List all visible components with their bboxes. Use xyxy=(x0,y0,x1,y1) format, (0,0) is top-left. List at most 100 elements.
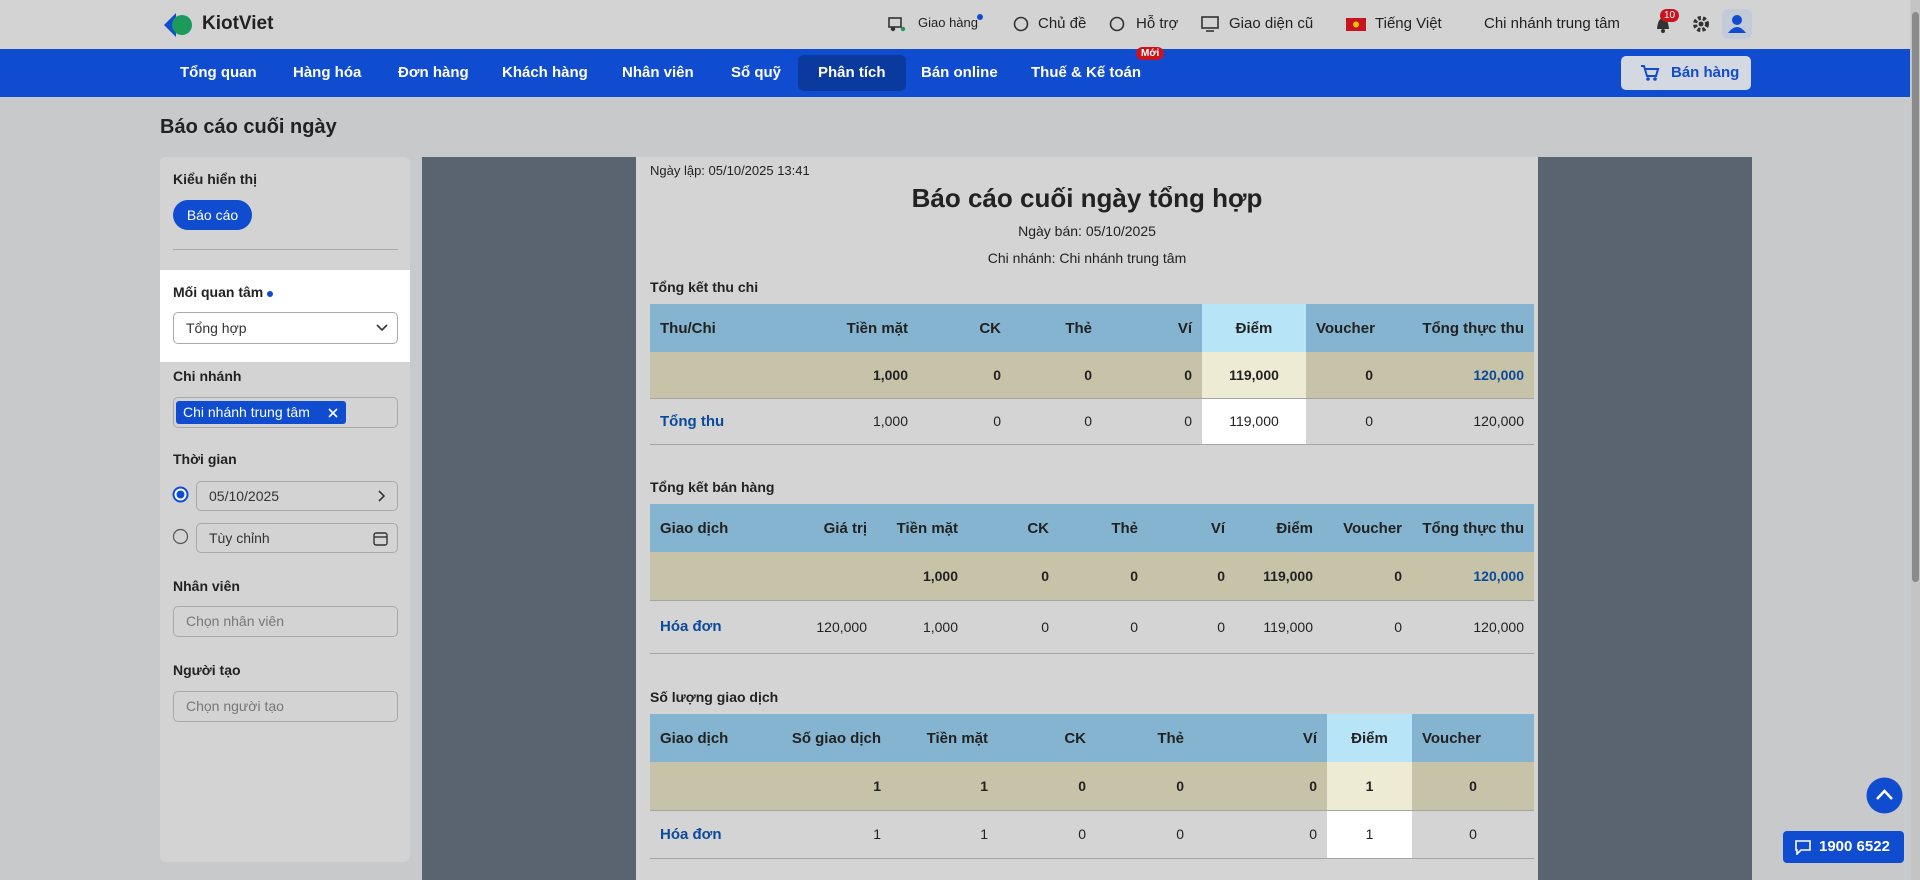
column-header: Thu/Chi xyxy=(650,304,799,352)
top-link[interactable]: Chi nhánh trung tâm xyxy=(1484,15,1620,32)
table-cell: 0 xyxy=(1194,810,1327,859)
top-link[interactable]: Tiếng Việt xyxy=(1375,15,1442,32)
nav-item[interactable]: Khách hàng xyxy=(502,64,588,81)
display-button[interactable]: Báo cáo xyxy=(173,200,252,230)
table-cell: 0 xyxy=(1102,352,1202,399)
top-link[interactable]: Giao diện cũ xyxy=(1229,15,1314,32)
top-link[interactable]: Giao hàng xyxy=(918,15,978,30)
custom-input[interactable]: Tùy chỉnh xyxy=(196,523,398,553)
concern-section: Mối quan tâm Tổng hợp xyxy=(160,270,410,362)
table-cell: 0 xyxy=(918,352,1011,399)
table-cell: 119,000 xyxy=(1235,552,1323,601)
column-header: Voucher xyxy=(1323,504,1412,552)
header-row: Giao dịch Số giao dịch Tiền mặt CK Thẻ Ví Điểm… xyxy=(650,714,1534,762)
top-bar: KiotViet Giao hàng Chủ đề Hỗ trợ Giao di… xyxy=(0,0,1910,49)
column-header: CK xyxy=(918,304,1011,352)
nav-item[interactable]: Tổng quan xyxy=(180,64,257,81)
section-title: Tổng kết bán hàng xyxy=(650,479,775,495)
sale-date: Ngày bán: 05/10/2025 xyxy=(1018,223,1156,239)
nav-item[interactable]: Đơn hàng xyxy=(398,64,469,81)
table-cell: 0 xyxy=(1412,762,1534,811)
top-link[interactable]: Hỗ trợ xyxy=(1136,15,1179,32)
table-cell: 0 xyxy=(1306,398,1383,445)
table-cell: 1,000 xyxy=(877,600,968,654)
column-header: Giao dịch xyxy=(650,714,759,762)
creator-input[interactable]: Chọn người tạo xyxy=(173,691,398,722)
table-cell: 0 xyxy=(1412,810,1534,859)
nav-item[interactable]: Hàng hóa xyxy=(293,64,362,81)
sell-button[interactable]: Bán hàng xyxy=(1621,56,1751,90)
date-input[interactable]: 05/10/2025 xyxy=(196,481,398,511)
chevron xyxy=(378,490,386,502)
radio[interactable] xyxy=(172,528,189,545)
column-header: Thẻ xyxy=(1059,504,1148,552)
table-cell: 119,000 xyxy=(1235,600,1323,654)
divider xyxy=(173,249,398,250)
dot xyxy=(267,291,273,297)
logo-icon xyxy=(164,13,192,37)
filter-label: Thời gian xyxy=(173,451,237,467)
column-header: Thẻ xyxy=(1096,714,1194,762)
branch-input[interactable] xyxy=(173,397,398,428)
nav-item[interactable]: Sổ quỹ xyxy=(731,64,782,81)
hotline-button[interactable]: 1900 6522 xyxy=(1783,831,1904,863)
table-cell xyxy=(759,552,877,601)
column-header: Voucher xyxy=(1412,714,1534,762)
table-cell: 1,000 xyxy=(799,352,918,399)
table-cell: 0 xyxy=(1096,810,1194,859)
column-header: Tổng thực thu xyxy=(1383,304,1534,352)
dot xyxy=(977,14,983,20)
section-title: Số lượng giao dịch xyxy=(650,689,779,705)
top-link[interactable]: Chủ đề xyxy=(1038,15,1087,32)
table-cell: 0 xyxy=(1059,600,1148,654)
column-header: Tiền mặt xyxy=(877,504,968,552)
header-row: Thu/Chi Tiền mặt CK Thẻ Ví Điểm Voucher Tổng th… xyxy=(650,304,1534,352)
table-cell: 0 xyxy=(1194,762,1327,811)
table-cell: 120,000 xyxy=(1412,552,1534,601)
column-header: Voucher xyxy=(1306,304,1383,352)
table-cell: 0 xyxy=(1148,600,1235,654)
table-cell xyxy=(650,762,759,811)
avatar[interactable] xyxy=(1722,9,1752,39)
scroll-top[interactable] xyxy=(1866,777,1903,814)
report-table: Giao dịch Giá trị Tiền mặt CK Thẻ Ví Điểm Vouch… xyxy=(650,504,1534,654)
table-cell: 0 xyxy=(998,810,1096,859)
monitor-icon xyxy=(1201,16,1219,32)
column-header: Ví xyxy=(1194,714,1327,762)
table-cell: 0 xyxy=(1059,552,1148,601)
table-cell: 0 xyxy=(1148,552,1235,601)
nav-bar: Tổng quan Hàng hóa Đơn hàng Khách hàng Nhân … xyxy=(0,47,1910,97)
table-cell: 0 xyxy=(1323,552,1412,601)
column-header: Tổng thực thu xyxy=(1412,504,1534,552)
table-cell: 0 xyxy=(1102,398,1202,445)
radio-checked[interactable] xyxy=(172,486,189,503)
table-cell: 119,000 xyxy=(1202,398,1306,445)
cart-icon xyxy=(1641,65,1660,81)
column-header: Giao dịch xyxy=(650,504,759,552)
settings-icon[interactable] xyxy=(1692,15,1710,33)
table-cell: 1 xyxy=(1327,762,1412,811)
column-header: CK xyxy=(998,714,1096,762)
new-badge: Mới xyxy=(1136,47,1165,60)
nav-item[interactable]: Nhân viên xyxy=(622,64,694,81)
table-cell: 120,000 xyxy=(759,600,877,654)
table-cell[interactable]: Hóa đơn xyxy=(650,600,759,654)
table-cell: 120,000 xyxy=(1412,600,1534,654)
staff-input[interactable]: Chọn nhân viên xyxy=(173,606,398,637)
column-header: Tiền mặt xyxy=(799,304,918,352)
concern-select[interactable]: Tổng hợp xyxy=(173,312,398,344)
data-row: Tổng thu 1,000 0 0 0 119,000 0 120,000 xyxy=(650,398,1534,445)
table-cell: 0 xyxy=(1011,398,1102,445)
remove-tag[interactable] xyxy=(327,407,339,419)
nav-item[interactable]: Thuế & Kế toán xyxy=(1031,64,1142,81)
table-cell[interactable]: Hóa đơn xyxy=(650,810,759,859)
table-cell[interactable]: Tổng thu xyxy=(650,398,799,445)
nav-item[interactable]: Bán online xyxy=(921,64,998,81)
delivery-icon xyxy=(888,17,906,32)
nav-item[interactable]: Phân tích xyxy=(798,55,906,91)
header-row: Giao dịch Giá trị Tiền mặt CK Thẻ Ví Điểm Vouch… xyxy=(650,504,1534,552)
report-table: Giao dịch Số giao dịch Tiền mặt CK Thẻ Ví Điểm… xyxy=(650,714,1534,859)
column-header: Ví xyxy=(1102,304,1202,352)
table-cell: 0 xyxy=(1096,762,1194,811)
